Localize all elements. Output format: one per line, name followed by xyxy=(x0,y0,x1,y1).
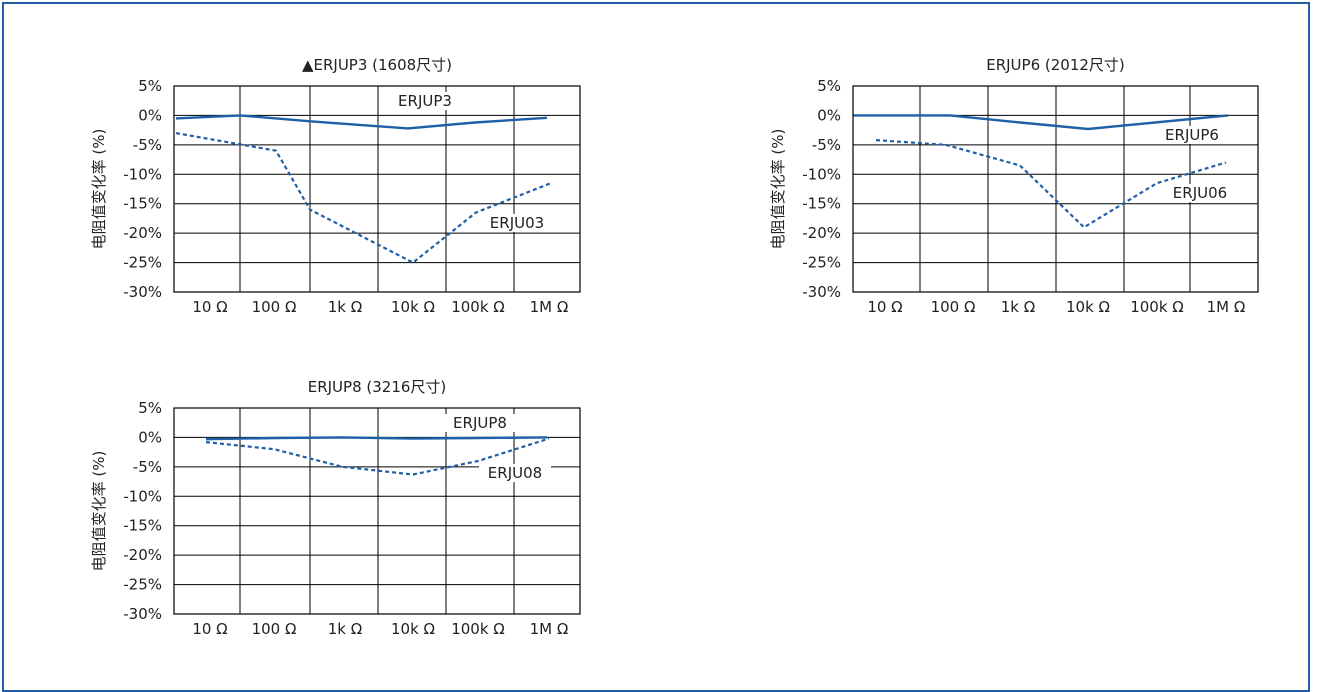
y-tick-label: -20% xyxy=(123,546,162,564)
chart-3: 5% 0% -5% -10% -15% -20% -25% -30% 10 Ω 100 Ω 1k Ω… xyxy=(90,378,581,638)
chart-title: ERJUP8 (3216尺寸) xyxy=(308,378,447,396)
series-label-ERJUP3: ERJUP3 xyxy=(398,92,452,110)
x-tick-label: 100k Ω xyxy=(451,298,505,316)
chart-2: 5% 0% -5% -10% -15% -20% -25% -30% 10 Ω 100 Ω 1k Ω… xyxy=(769,56,1259,316)
y-tick-label: 0% xyxy=(138,106,162,124)
x-tick-label: 1k Ω xyxy=(1001,298,1035,316)
x-tick-label: 10k Ω xyxy=(391,620,435,638)
y-tick-label: 5% xyxy=(138,399,162,417)
series-label-bg xyxy=(1156,126,1228,144)
x-tick-label: 100k Ω xyxy=(451,620,505,638)
chart-1: 5% 0% -5% -10% -15% -20% -25% -30% 10 Ω 100 Ω 1k Ω… xyxy=(90,56,581,316)
x-tick-label: 1k Ω xyxy=(328,620,362,638)
series-line-ERJUP6 xyxy=(853,114,1229,131)
y-tick-label: -5% xyxy=(133,136,162,154)
series-line-ERJU08 xyxy=(205,437,550,476)
x-tick-label: 100 Ω xyxy=(252,298,297,316)
plot-area xyxy=(173,85,581,293)
y-tick-label: -15% xyxy=(123,517,162,535)
x-tick-label: 10k Ω xyxy=(391,298,435,316)
x-tick-label: 100k Ω xyxy=(1130,298,1184,316)
chart-title: ▲ERJUP3 (1608尺寸) xyxy=(302,56,452,74)
series-label-ERJU03: ERJU03 xyxy=(490,214,544,232)
y-tick-label: -15% xyxy=(123,195,162,213)
x-tick-label: 1M Ω xyxy=(1207,298,1246,316)
series-label-bg xyxy=(389,92,461,110)
y-tick-label: -5% xyxy=(133,458,162,476)
y-tick-label: -10% xyxy=(802,165,841,183)
series-label-bg xyxy=(1164,184,1236,202)
series-label-bg xyxy=(479,464,551,482)
y-tick-label: 0% xyxy=(138,428,162,446)
series-line-ERJU03 xyxy=(175,132,552,264)
x-tick-label: 1M Ω xyxy=(530,298,569,316)
plot-area xyxy=(173,407,581,615)
series-label-ERJU06: ERJU06 xyxy=(1173,184,1227,202)
x-tick-label: 10 Ω xyxy=(192,298,227,316)
y-tick-label: -20% xyxy=(802,224,841,242)
y-tick-label: 0% xyxy=(817,106,841,124)
y-tick-label: -10% xyxy=(123,487,162,505)
x-tick-label: 10 Ω xyxy=(192,620,227,638)
y-tick-label: -25% xyxy=(123,254,162,272)
series-line-ERJU06 xyxy=(875,139,1227,229)
x-tick-label: 100 Ω xyxy=(931,298,976,316)
series-line-ERJUP3 xyxy=(175,114,548,130)
x-tick-label: 100 Ω xyxy=(252,620,297,638)
y-tick-label: -5% xyxy=(812,136,841,154)
chart-title: ERJUP6 (2012尺寸) xyxy=(986,56,1125,74)
y-tick-label: -30% xyxy=(802,283,841,301)
y-tick-label: -30% xyxy=(123,605,162,623)
plot-area xyxy=(852,85,1259,293)
series-label-ERJU08: ERJU08 xyxy=(488,464,542,482)
x-tick-label: 10 Ω xyxy=(867,298,902,316)
y-tick-label: 5% xyxy=(138,77,162,95)
series-line-ERJUP8 xyxy=(205,436,548,441)
series-label-ERJUP8: ERJUP8 xyxy=(453,414,507,432)
y-tick-label: -30% xyxy=(123,283,162,301)
y-tick-label: -15% xyxy=(802,195,841,213)
y-tick-label: -20% xyxy=(123,224,162,242)
x-tick-label: 1M Ω xyxy=(530,620,569,638)
series-label-bg xyxy=(481,214,553,232)
y-tick-label: -25% xyxy=(802,254,841,272)
y-axis-label: 电阻值变化率 (%) xyxy=(769,129,787,250)
y-tick-label: -25% xyxy=(123,576,162,594)
y-tick-label: 5% xyxy=(817,77,841,95)
y-axis-label: 电阻值变化率 (%) xyxy=(90,451,108,572)
x-tick-label: 1k Ω xyxy=(328,298,362,316)
series-label-ERJUP6: ERJUP6 xyxy=(1165,126,1219,144)
series-label-bg xyxy=(444,414,516,432)
y-axis-label: 电阻值变化率 (%) xyxy=(90,129,108,250)
x-tick-label: 10k Ω xyxy=(1066,298,1110,316)
y-tick-label: -10% xyxy=(123,165,162,183)
